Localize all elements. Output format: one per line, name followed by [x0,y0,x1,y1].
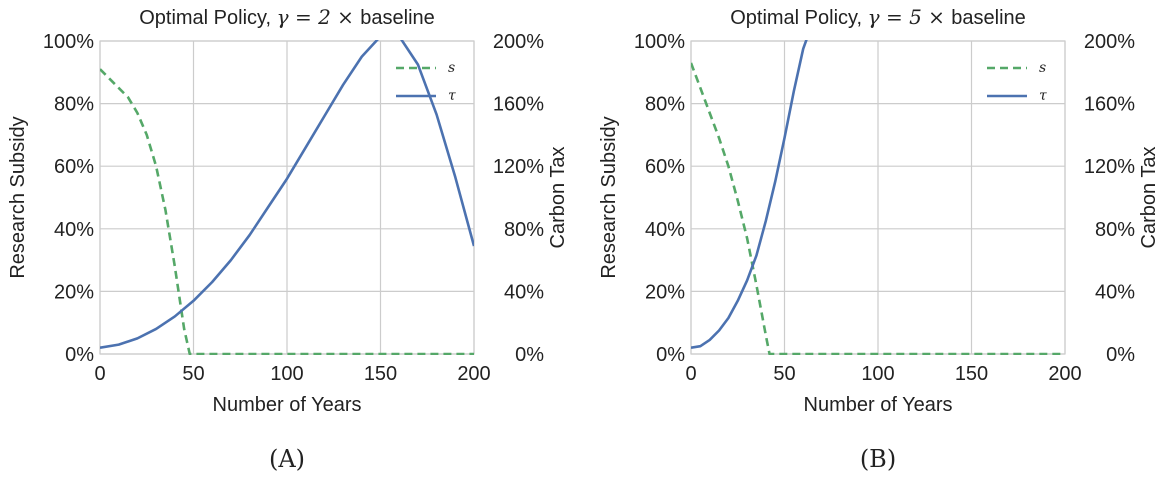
y-left-tick-label: 100% [43,31,94,53]
x-tick-label: 50 [773,363,795,385]
y-right-tick-label: 40% [1095,281,1135,303]
x-tick-label: 200 [1048,363,1081,385]
y-left-tick-label: 60% [54,156,94,178]
chart-panel-b: 0 50 100 150 200 0% 20% 40% 60% 80% 100% 0% 40% 80% 12… [598,5,1160,473]
y-left-tick-label: 40% [54,219,94,241]
legend-label: s [1039,60,1046,76]
y-right-tick-label: 80% [1095,219,1135,241]
x-axis-label: Number of Years [213,394,362,416]
y-right-tick-label: 200% [493,31,544,53]
series-line-s [100,68,474,355]
x-tick-label: 0 [685,363,696,385]
y-right-tick-label: 40% [504,281,544,303]
y-right-tick-label: 80% [504,219,544,241]
y-left-tick-label: 20% [645,281,685,303]
chart-title: Optimal Policy, γ = 2 × baseline [139,5,435,29]
y-right-tick-label: 120% [493,156,544,178]
legend-label: τ [448,88,456,104]
legend-label: s [448,60,455,76]
x-axis-label: Number of Years [804,394,953,416]
y-left-tick-label: 0% [656,344,685,366]
y-left-tick-label: 40% [645,219,685,241]
series-line-tau [691,40,808,350]
y-left-tick-label: 60% [645,156,685,178]
x-tick-label: 150 [955,363,988,385]
y-right-axis-label: Carbon Tax [1138,147,1160,249]
y-left-axis-label: Research Subsidy [7,116,29,278]
y-left-axis-label: Research Subsidy [598,116,620,278]
y-right-tick-label: 0% [1106,344,1135,366]
y-left-tick-label: 0% [65,344,94,366]
y-right-tick-label: 120% [1084,156,1135,178]
x-tick-label: 100 [861,363,894,385]
x-tick-label: 100 [270,363,303,385]
x-tick-label: 200 [457,363,490,385]
panel-caption: (A) [269,445,305,473]
y-right-tick-label: 0% [515,344,544,366]
y-right-axis-label: Carbon Tax [547,147,569,249]
y-left-tick-label: 20% [54,281,94,303]
series-line-tau [100,40,474,350]
panel-caption: (B) [860,445,896,473]
plot-frame [99,40,475,355]
x-tick-label: 50 [182,363,204,385]
y-right-tick-label: 200% [1084,31,1135,53]
chart-title: Optimal Policy, γ = 5 × baseline [730,5,1026,29]
chart-panel-a: 0 50 100 150 200 0% 20% 40% 60% 80% 100% 0% 40% 80% 12… [7,5,569,473]
x-tick-label: 150 [364,363,397,385]
y-left-tick-label: 80% [54,94,94,116]
legend-label: τ [1039,88,1047,104]
y-left-tick-label: 80% [645,94,685,116]
y-left-tick-label: 100% [634,31,685,53]
x-tick-label: 0 [94,363,105,385]
series-line-s [691,62,1065,355]
y-right-tick-label: 160% [493,94,544,116]
y-right-tick-label: 160% [1084,94,1135,116]
